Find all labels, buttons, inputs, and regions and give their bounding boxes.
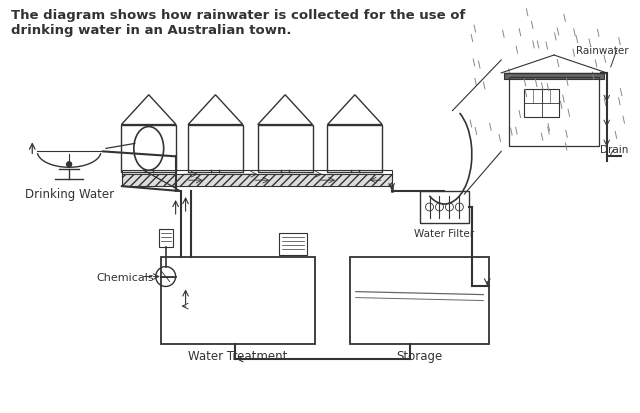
Bar	[279, 233, 307, 255]
Text: Water Filter: Water Filter	[414, 228, 474, 238]
Bar	[350, 257, 489, 344]
Text: Drinking Water: Drinking Water	[24, 188, 114, 201]
Bar	[122, 171, 392, 179]
Bar	[509, 78, 599, 147]
Bar	[161, 257, 315, 344]
Text: The diagram shows how rainwater is collected for the use of
drinking water in an: The diagram shows how rainwater is colle…	[12, 9, 466, 37]
Circle shape	[67, 162, 72, 167]
Bar	[159, 229, 173, 247]
Text: Drain: Drain	[600, 145, 628, 155]
Text: Water Treatment: Water Treatment	[188, 349, 287, 362]
Bar	[420, 192, 469, 223]
Text: Rainwater: Rainwater	[576, 46, 628, 56]
Text: Chemicals: Chemicals	[96, 272, 154, 282]
Bar	[524, 90, 559, 117]
Bar	[122, 175, 392, 187]
Text: Storage: Storage	[396, 349, 443, 362]
Bar	[504, 74, 604, 80]
